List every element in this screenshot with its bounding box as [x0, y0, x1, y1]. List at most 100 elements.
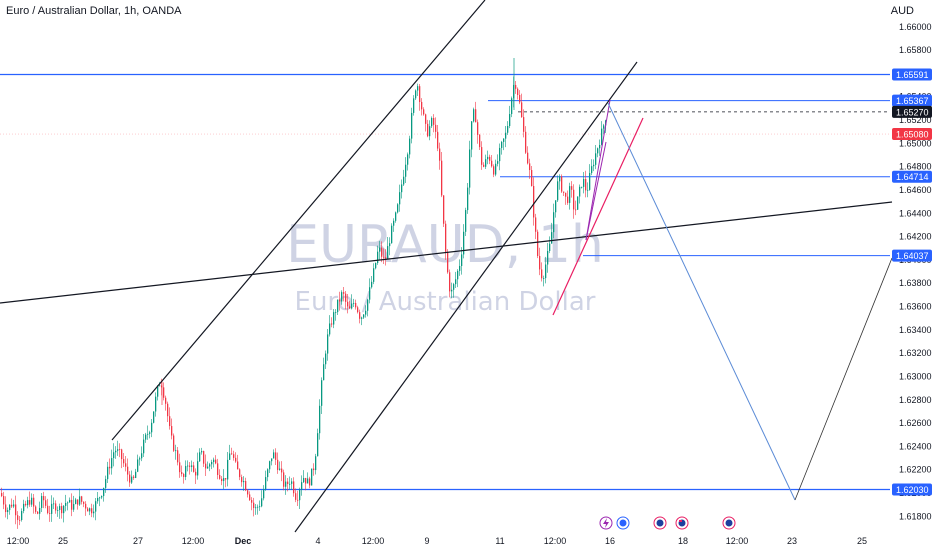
wedge-lower-line[interactable]	[552, 117, 644, 316]
candle	[577, 196, 579, 210]
candle	[185, 460, 187, 481]
candle	[477, 119, 479, 144]
candle	[181, 465, 183, 477]
candle	[79, 488, 81, 506]
candle	[373, 263, 375, 285]
candle	[287, 478, 289, 492]
channel-lower-line[interactable]	[294, 61, 638, 533]
candle	[399, 184, 401, 212]
candle	[491, 154, 493, 168]
y-tick-label: 1.66000	[899, 22, 932, 32]
candle	[471, 121, 473, 158]
projection-leg-2[interactable]	[794, 257, 893, 501]
candle	[301, 475, 303, 496]
event-icons[interactable]	[599, 516, 736, 530]
candle	[169, 407, 171, 430]
candle	[15, 495, 17, 525]
wedge-upper-line[interactable]	[585, 99, 611, 241]
candle	[421, 98, 423, 116]
candle	[561, 174, 563, 193]
candle	[549, 236, 551, 254]
candle	[255, 504, 257, 515]
candle	[525, 126, 527, 154]
y-tick-label: 1.64400	[899, 208, 932, 218]
projection-leg-1[interactable]	[607, 102, 796, 501]
candle	[119, 443, 121, 458]
candle	[275, 448, 277, 465]
long-trend-line[interactable]	[0, 201, 893, 304]
candle	[337, 299, 339, 316]
candle	[347, 294, 349, 314]
candle	[89, 507, 91, 516]
price-tag-label: 1.64714	[896, 172, 929, 182]
au-event-icon[interactable]	[675, 516, 689, 530]
candle	[213, 457, 215, 468]
eu-event-icon-2[interactable]	[722, 516, 736, 530]
candle	[361, 316, 363, 326]
candle	[231, 447, 233, 455]
drawings[interactable]	[0, 0, 893, 533]
candle	[289, 476, 291, 490]
candle	[573, 184, 575, 219]
candle	[265, 470, 267, 491]
candle	[341, 290, 343, 305]
candle	[455, 271, 457, 289]
y-tick-label: 1.62600	[899, 418, 932, 428]
candle	[197, 452, 199, 480]
candle	[449, 269, 451, 298]
eu-event-icon[interactable]	[653, 516, 667, 530]
wedge-upper-line-2[interactable]	[585, 141, 607, 241]
channel-upper-line[interactable]	[111, 0, 486, 441]
candle	[7, 507, 9, 520]
lightning-event-icon[interactable]	[599, 516, 613, 530]
economic-event-icon[interactable]	[616, 516, 630, 530]
candle	[219, 469, 221, 480]
candle	[321, 377, 323, 415]
candle	[111, 449, 113, 475]
horizontal-levels[interactable]	[0, 73, 890, 491]
y-tick-label: 1.63200	[899, 348, 932, 358]
candle	[547, 243, 549, 273]
candle	[273, 449, 275, 459]
y-tick-label: 1.63800	[899, 278, 932, 288]
candle	[143, 434, 145, 457]
candle	[279, 461, 281, 471]
price-tag-label: 1.65080	[896, 130, 929, 140]
candle	[309, 476, 311, 489]
candle	[579, 184, 581, 204]
candle	[141, 446, 143, 462]
x-tick-label: 25	[857, 536, 867, 546]
candle	[19, 516, 21, 526]
candle	[107, 461, 109, 484]
candle	[223, 469, 225, 490]
candle	[65, 494, 67, 512]
y-tick-label: 1.65000	[899, 138, 932, 148]
candle	[37, 510, 39, 515]
candle	[113, 443, 115, 467]
candle	[229, 444, 231, 461]
candle	[533, 177, 535, 226]
candle	[591, 159, 593, 176]
candle	[69, 497, 71, 503]
candle	[443, 195, 445, 227]
candle	[35, 505, 37, 514]
candle	[521, 93, 523, 118]
time-axis[interactable]: 12:00 25 27 12:00 Dec 4 12:00 9 11 12:00 16 18 12:00…	[7, 536, 867, 546]
price-tag	[892, 94, 932, 107]
candle	[505, 126, 507, 148]
candle	[263, 485, 265, 501]
candle	[439, 142, 441, 170]
candle	[425, 113, 427, 132]
candle	[283, 469, 285, 491]
candle	[499, 143, 501, 171]
candle	[239, 468, 241, 481]
candle	[325, 350, 327, 369]
candlesticks	[1, 58, 607, 529]
price-tag	[892, 170, 932, 183]
candle	[539, 247, 541, 276]
y-tick-label: 1.63600	[899, 302, 932, 312]
candle	[281, 461, 283, 482]
candle	[473, 107, 475, 123]
